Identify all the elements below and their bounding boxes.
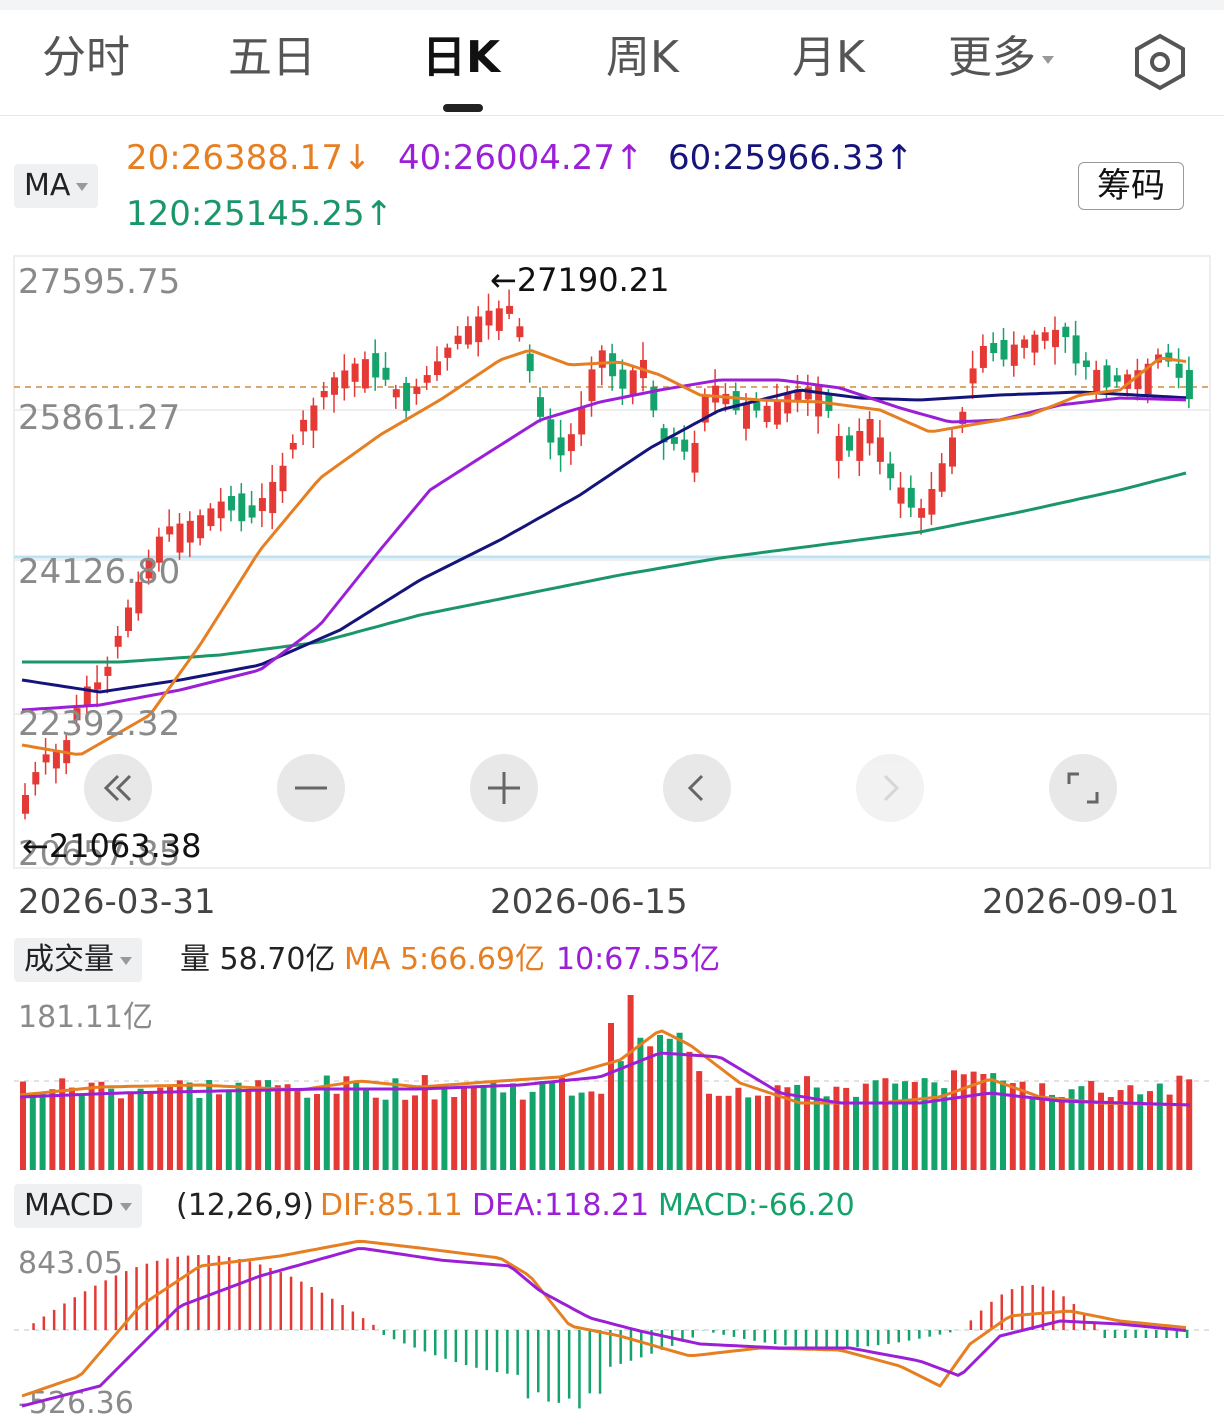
macd-chart[interactable] [0, 1236, 1224, 1422]
macd-dea-line [21, 1247, 1187, 1408]
ma20-line [21, 349, 1187, 756]
macd-axis-max: 843.05 [18, 1246, 123, 1281]
price-axis-label: 20657.85 [18, 834, 181, 874]
chevron-down-icon [1042, 56, 1054, 64]
volume-selector-label: 成交量 [24, 942, 114, 977]
macd-value: MACD:-66.20 [658, 1188, 855, 1223]
volume-ma10: 10:67.55亿 [556, 942, 721, 977]
price-axis-label: 24126.80 [18, 552, 181, 592]
ma60-value: 60:25966.33↑ [668, 138, 914, 178]
hexagon-settings-icon[interactable] [1130, 32, 1190, 92]
zoom-out-button[interactable] [277, 754, 345, 822]
next-icon [883, 774, 900, 802]
prev-button[interactable] [663, 754, 731, 822]
status-strip [0, 0, 1224, 10]
fast-back-button[interactable] [84, 754, 152, 822]
ma60-line [21, 388, 1187, 694]
zoom-in-button[interactable] [470, 754, 538, 822]
macd-selector-label: MACD [24, 1188, 114, 1223]
volume-bars [20, 995, 1193, 1170]
ma40-value: 40:26004.27↑ [398, 138, 644, 178]
macd-indicator-selector[interactable]: MACD [14, 1184, 142, 1228]
ma120-value: 120:25145.25↑ [126, 194, 394, 234]
macd-histogram [32, 1255, 1189, 1409]
tab-five-day[interactable]: 五日 [228, 32, 316, 83]
fast-back-icon [103, 774, 132, 802]
volume-chart[interactable] [0, 985, 1224, 1175]
low-price-marker: ←21063.38 [22, 827, 202, 865]
price-axis-label: 22392.32 [18, 704, 181, 744]
volume-ma10-line [19, 1051, 1191, 1107]
volume-ma5: MA 5:66.69亿 [344, 942, 546, 977]
tab-weekly-k[interactable]: 周K [606, 32, 679, 83]
ma40-line [21, 378, 1187, 712]
date-label: 2026-03-31 [18, 882, 216, 922]
chevron-down-icon [120, 956, 132, 965]
macd-dif-line [21, 1239, 1187, 1398]
ma20-value: 20:26388.17↓ [126, 138, 372, 178]
tab-daily-k[interactable]: 日K [422, 32, 501, 83]
price-axis-label: 27595.75 [18, 262, 181, 302]
volume-value: 量 58.70亿 [180, 942, 336, 977]
chevron-down-icon [119, 1202, 132, 1211]
kline-chart[interactable] [0, 250, 1224, 870]
macd-dea: DEA:118.21 [472, 1188, 650, 1223]
ma120-line [22, 471, 1187, 664]
period-tabbar: 分时 五日 日K 周K 月K 更多 [0, 10, 1224, 116]
active-tab-indicator [443, 104, 483, 112]
prev-icon [687, 774, 704, 802]
ma-indicator-selector[interactable]: MA [14, 164, 99, 208]
tab-monthly-k[interactable]: 月K [792, 32, 865, 83]
next-button[interactable] [856, 754, 924, 822]
ma-selector-label: MA [24, 168, 71, 203]
volume-axis-max: 181.11亿 [18, 1000, 153, 1035]
price-axis-label: 25861.27 [18, 398, 181, 438]
date-label: 2026-06-15 [490, 882, 688, 922]
volume-indicator-selector[interactable]: 成交量 [14, 938, 142, 982]
tab-more-label: 更多 [948, 32, 1036, 83]
zoom-out-icon [295, 786, 327, 790]
zoom-in-icon [488, 772, 520, 804]
tab-more[interactable]: 更多 [948, 32, 1054, 84]
candlestick-series [22, 289, 1193, 820]
volume-ma5-line [19, 1029, 1191, 1107]
date-label: 2026-09-01 [982, 882, 1180, 922]
fullscreen-icon [1067, 772, 1099, 804]
high-price-marker: ←27190.21 [490, 261, 670, 299]
fullscreen-button[interactable] [1049, 754, 1117, 822]
tab-minute[interactable]: 分时 [42, 32, 130, 83]
macd-dif: DIF:85.11 [320, 1188, 463, 1223]
macd-params: (12,26,9) [176, 1188, 314, 1223]
chevron-down-icon [76, 182, 89, 191]
chips-button[interactable]: 筹码 [1078, 162, 1184, 210]
